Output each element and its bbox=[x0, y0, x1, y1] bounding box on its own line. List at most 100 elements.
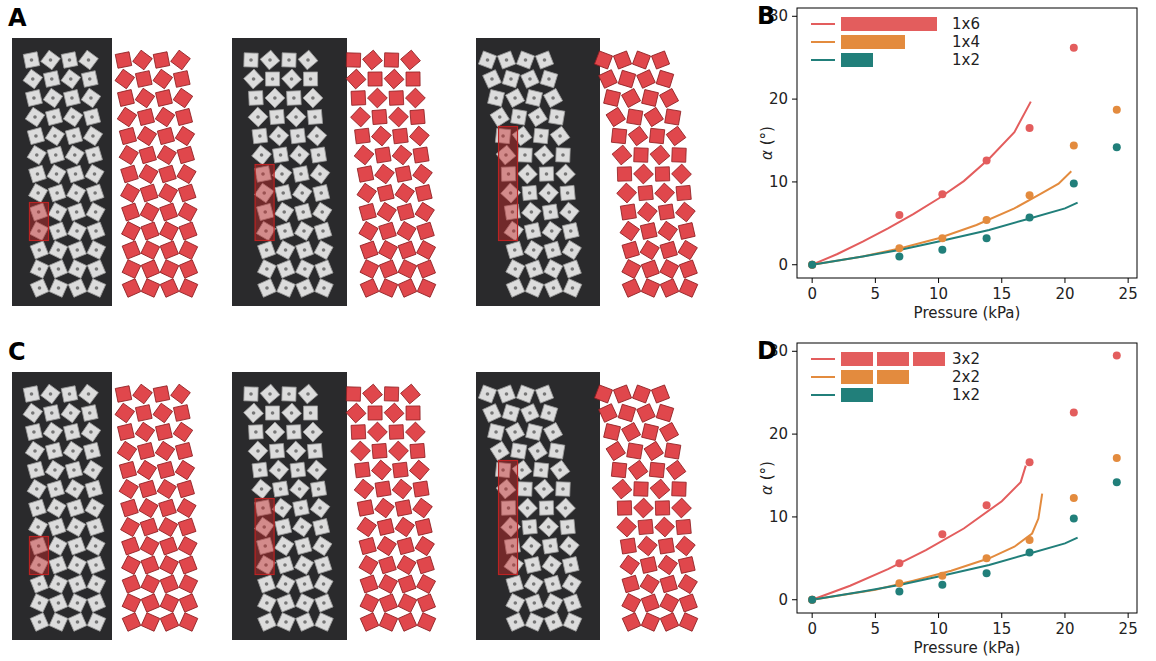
legend-swatch bbox=[841, 370, 873, 384]
tile-hole bbox=[513, 248, 517, 252]
tile bbox=[49, 260, 67, 278]
tile bbox=[26, 424, 43, 441]
tile bbox=[157, 461, 174, 478]
tile-hole bbox=[561, 487, 565, 491]
tile bbox=[30, 613, 48, 631]
tile-hole bbox=[287, 58, 291, 62]
tile bbox=[417, 279, 435, 297]
tile-hole bbox=[258, 134, 262, 138]
tile-hole bbox=[93, 172, 97, 176]
tile bbox=[679, 594, 697, 612]
tile bbox=[315, 279, 333, 297]
tile-hole bbox=[32, 96, 36, 100]
model-line bbox=[812, 171, 1071, 265]
tile-hole bbox=[57, 601, 61, 605]
tile bbox=[398, 279, 416, 297]
tile bbox=[303, 406, 317, 420]
tile bbox=[179, 575, 198, 594]
tile bbox=[29, 499, 47, 517]
tile-hole bbox=[254, 96, 258, 100]
tile bbox=[68, 556, 87, 575]
tile bbox=[178, 537, 197, 556]
y-tick bbox=[792, 99, 797, 100]
tile-hole bbox=[315, 134, 319, 138]
tile bbox=[249, 425, 264, 440]
tile bbox=[248, 441, 268, 461]
tile bbox=[137, 460, 156, 479]
tile-hole bbox=[300, 191, 304, 195]
tile bbox=[179, 222, 197, 240]
model-line bbox=[812, 538, 1077, 600]
tile-hole bbox=[283, 229, 287, 233]
tile bbox=[173, 405, 190, 422]
photo bbox=[476, 372, 600, 640]
tile-hole bbox=[296, 468, 300, 472]
tile bbox=[160, 260, 179, 279]
tile-hole bbox=[280, 506, 284, 510]
tile bbox=[375, 147, 391, 163]
tile bbox=[121, 165, 139, 183]
panel-letter: C bbox=[8, 338, 26, 366]
tile bbox=[287, 91, 302, 106]
tile bbox=[252, 479, 272, 499]
tile bbox=[604, 90, 621, 107]
tile bbox=[544, 594, 563, 613]
tile bbox=[604, 424, 621, 441]
tile bbox=[81, 71, 98, 88]
tile bbox=[534, 145, 554, 165]
tile-hole bbox=[277, 134, 281, 138]
tile-hole bbox=[303, 267, 307, 271]
tile-hole bbox=[318, 172, 322, 176]
tile-hole bbox=[93, 506, 97, 510]
tile bbox=[156, 424, 173, 441]
tile bbox=[49, 594, 67, 612]
tile-hole bbox=[249, 392, 253, 396]
tile bbox=[521, 404, 540, 423]
tile bbox=[156, 90, 173, 107]
tile-hole bbox=[545, 506, 549, 510]
tile bbox=[29, 517, 48, 536]
tile bbox=[389, 91, 404, 106]
tile bbox=[85, 498, 104, 517]
tile bbox=[524, 240, 543, 259]
data-point bbox=[1026, 458, 1034, 466]
tile-hole bbox=[95, 267, 99, 271]
legend-swatch bbox=[841, 352, 873, 366]
tile-hole bbox=[57, 620, 61, 624]
tile bbox=[397, 203, 414, 220]
tile bbox=[275, 519, 292, 536]
tile bbox=[81, 88, 100, 107]
tile bbox=[651, 385, 669, 403]
tile bbox=[642, 424, 659, 441]
tile bbox=[87, 222, 105, 240]
tile bbox=[68, 203, 86, 221]
tile bbox=[307, 126, 327, 146]
tile bbox=[175, 126, 194, 145]
data-point bbox=[1070, 515, 1078, 523]
data-point bbox=[1113, 478, 1121, 486]
tile bbox=[118, 424, 135, 441]
tile-hole bbox=[54, 487, 58, 491]
x-tick bbox=[812, 278, 813, 283]
data-point bbox=[808, 261, 816, 269]
tile-hole bbox=[322, 267, 326, 271]
tile bbox=[544, 423, 563, 442]
tile bbox=[313, 202, 332, 221]
tile bbox=[413, 498, 433, 518]
tile-hole bbox=[523, 487, 527, 491]
tile bbox=[611, 128, 626, 143]
tile bbox=[395, 500, 411, 516]
tile-hole bbox=[533, 601, 537, 605]
tile bbox=[26, 90, 43, 107]
tile-hole bbox=[564, 172, 568, 176]
tile bbox=[23, 386, 39, 402]
tile bbox=[606, 441, 625, 460]
tile-hole bbox=[292, 96, 296, 100]
tile-hole bbox=[322, 601, 326, 605]
actuator-highlight bbox=[255, 165, 274, 241]
tile-hole bbox=[542, 487, 546, 491]
y-tick bbox=[792, 264, 797, 265]
tile bbox=[526, 90, 543, 107]
actuator-highlight bbox=[499, 461, 518, 575]
tile bbox=[542, 204, 558, 220]
